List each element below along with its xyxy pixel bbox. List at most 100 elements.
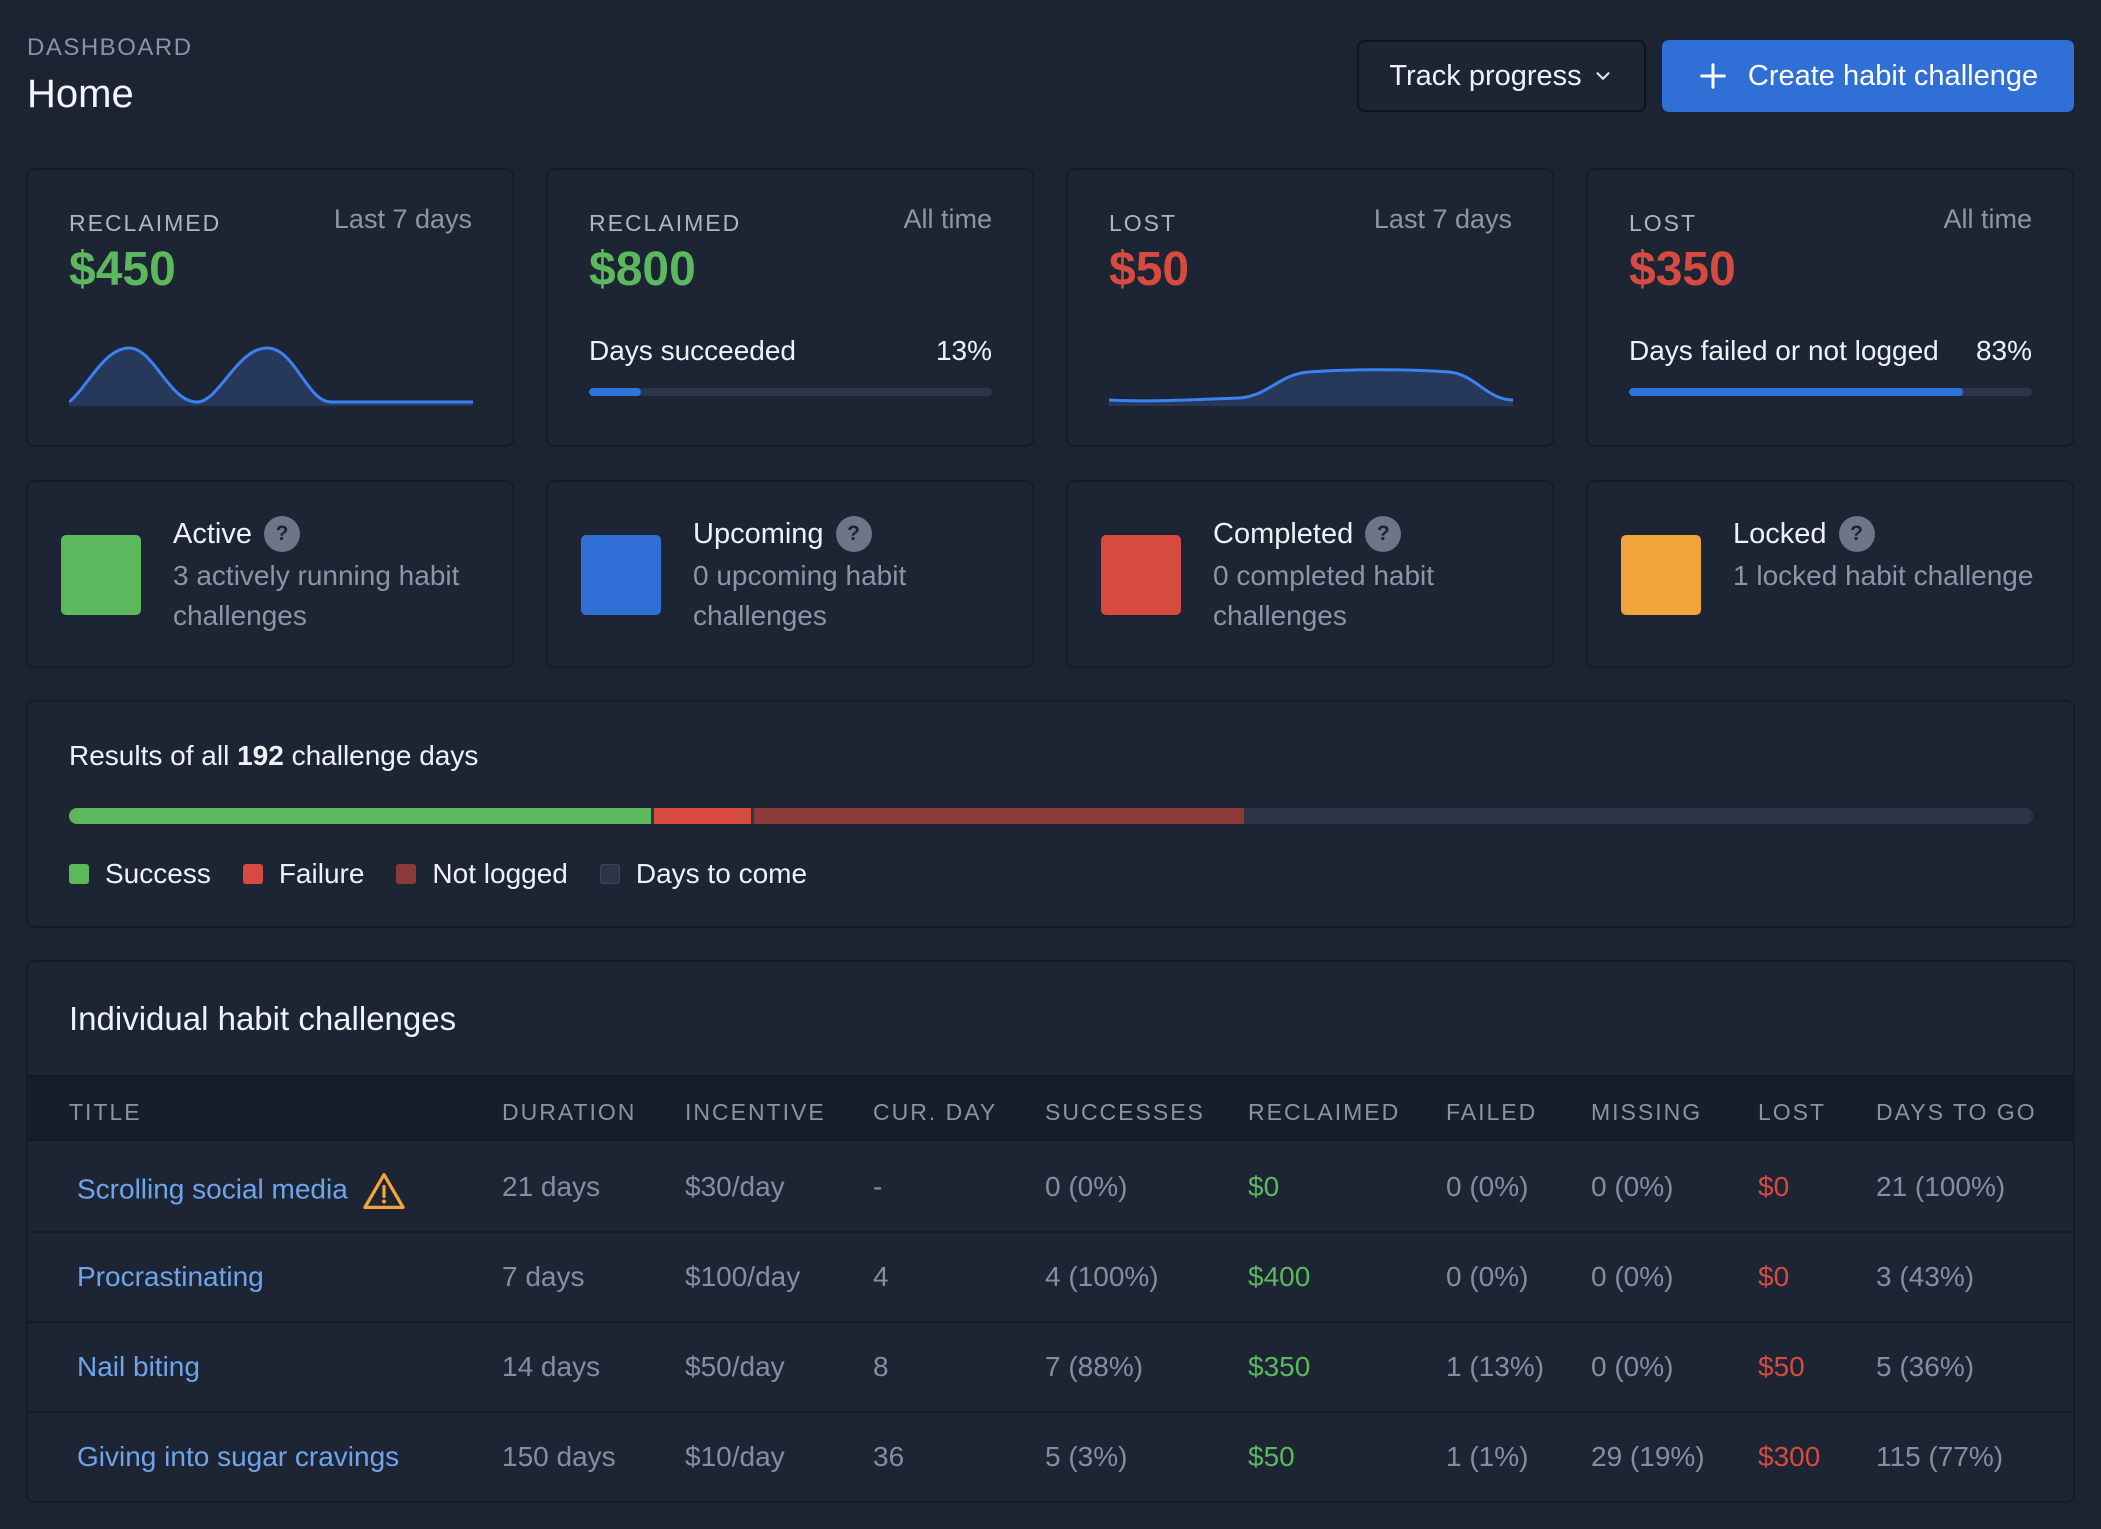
duration-cell: 21 days — [502, 1171, 601, 1202]
breadcrumb: DASHBOARD — [27, 34, 193, 61]
table-row[interactable]: Procrastinating 7 days $100/day 4 4 (100… — [28, 1233, 2073, 1323]
days-to-go-cell: 5 (36%) — [1876, 1351, 1975, 1382]
metric-label: RECLAIMED — [589, 210, 742, 236]
results-legend: Success Failure Not logged Days to come — [69, 858, 807, 890]
missing-cell: 0 (0%) — [1591, 1351, 1674, 1382]
days-to-go-cell: 115 (77%) — [1876, 1441, 2004, 1472]
incentive-cell: $50/day — [685, 1351, 785, 1382]
legend-item-not-logged: Not logged — [396, 858, 568, 890]
column-header-cur-day[interactable]: CUR. DAY — [873, 1099, 998, 1125]
legend-label: Success — [105, 858, 211, 889]
reclaimed-sparkline — [69, 346, 473, 406]
metric-period: Last 7 days — [333, 204, 472, 234]
table-row[interactable]: Scrolling social media 21 days $30/day -… — [28, 1143, 2073, 1233]
legend-swatch — [396, 864, 417, 884]
help-icon[interactable]: ? — [263, 516, 300, 552]
status-swatch — [1621, 535, 1701, 615]
legend-swatch — [242, 864, 263, 884]
segment-failure — [653, 808, 752, 824]
help-icon[interactable]: ? — [1365, 516, 1402, 552]
legend-label: Days to come — [635, 858, 808, 889]
metric-progress-row: Days failed or not logged 83% — [1629, 335, 2032, 367]
legend-swatch — [69, 864, 89, 884]
status-card-upcoming: Upcoming ? 0 upcoming habit challenges — [546, 480, 1034, 668]
reclaimed-cell: $400 — [1248, 1261, 1311, 1292]
status-title: Completed — [1213, 517, 1354, 550]
status-card-active: Active ? 3 actively running habit challe… — [26, 480, 514, 668]
table-row[interactable]: Nail biting 14 days $50/day 8 7 (88%) $3… — [28, 1323, 2073, 1413]
column-header-title[interactable]: TITLE — [69, 1099, 142, 1125]
metric-progress-label: Days failed or not logged — [1629, 335, 1939, 366]
failed-cell: 1 (13%) — [1446, 1351, 1545, 1382]
lost-cell: $0 — [1758, 1261, 1790, 1292]
results-stacked-bar — [69, 808, 2033, 824]
challenge-title-link[interactable]: Procrastinating — [77, 1261, 264, 1292]
metric-label: LOST — [1629, 210, 1698, 236]
column-header-successes[interactable]: SUCCESSES — [1045, 1099, 1205, 1125]
column-header-lost[interactable]: LOST — [1758, 1099, 1827, 1125]
metric-value: $450 — [69, 243, 176, 296]
column-header-incentive[interactable]: INCENTIVE — [685, 1099, 826, 1125]
successes-cell: 0 (0%) — [1045, 1171, 1128, 1202]
results-suffix: challenge days — [291, 740, 479, 771]
status-card-completed: Completed ? 0 completed habit challenges — [1066, 480, 1554, 668]
reclaimed-cell: $350 — [1248, 1351, 1311, 1382]
status-swatch — [1101, 535, 1181, 615]
column-header-days-to-go[interactable]: DAYS TO GO — [1876, 1099, 2037, 1125]
days-failed-progress-bar — [1629, 388, 2032, 396]
help-icon[interactable]: ? — [1838, 516, 1875, 552]
status-card-locked: Locked ? 1 locked habit challenge — [1586, 480, 2074, 668]
incentive-cell: $30/day — [685, 1171, 785, 1202]
progress-fill — [589, 388, 642, 396]
metric-card-lost-7d: LOST Last 7 days $50 — [1066, 168, 1554, 447]
results-prefix: Results of all — [69, 740, 230, 771]
legend-item-success: Success — [69, 858, 211, 890]
habit-challenges-table-card: Individual habit challenges TITLE DURATI… — [26, 960, 2075, 1503]
incentive-cell: $10/day — [685, 1441, 785, 1472]
metric-progress-label: Days succeeded — [589, 335, 797, 366]
segment-success — [69, 808, 651, 824]
page-title: Home — [27, 72, 134, 116]
status-title: Upcoming — [693, 517, 824, 550]
table-row[interactable]: Giving into sugar cravings 150 days $10/… — [28, 1413, 2073, 1501]
challenge-title[interactable]: Scrolling social media — [77, 1173, 348, 1205]
cur-day-cell: 36 — [873, 1441, 905, 1472]
failed-cell: 0 (0%) — [1446, 1171, 1529, 1202]
status-title: Locked — [1733, 517, 1827, 550]
status-swatch — [581, 535, 661, 615]
metric-progress-percent: 83% — [1975, 335, 2032, 366]
track-progress-button[interactable]: Track progress — [1357, 40, 1646, 112]
segment-days-to-come — [1247, 808, 2031, 824]
column-header-missing[interactable]: MISSING — [1591, 1099, 1703, 1125]
metric-progress-row: Days succeeded 13% — [589, 335, 992, 367]
cur-day-cell: 8 — [873, 1351, 889, 1382]
failed-cell: 0 (0%) — [1446, 1261, 1529, 1292]
status-description: 0 completed habit challenges — [1213, 560, 1435, 631]
column-header-failed[interactable]: FAILED — [1446, 1099, 1538, 1125]
lost-cell: $0 — [1758, 1171, 1790, 1202]
legend-item-days-to-come: Days to come — [599, 858, 808, 890]
days-to-go-cell: 3 (43%) — [1876, 1261, 1975, 1292]
missing-cell: 0 (0%) — [1591, 1261, 1674, 1292]
legend-label: Not logged — [432, 858, 568, 889]
help-icon[interactable]: ? — [835, 516, 872, 552]
metric-value: $800 — [589, 243, 696, 296]
results-card: Results of all 192 challenge days Succes… — [26, 700, 2075, 928]
column-header-duration[interactable]: DURATION — [502, 1099, 637, 1125]
metric-period: All time — [1943, 204, 2032, 234]
page-header: DASHBOARD Home — [27, 34, 193, 117]
status-description: 3 actively running habit challenges — [173, 560, 460, 631]
challenge-title-link[interactable]: Scrolling social media — [77, 1171, 406, 1211]
warning-icon — [363, 1173, 405, 1209]
metric-label: LOST — [1109, 210, 1178, 236]
challenge-title-link[interactable]: Giving into sugar cravings — [77, 1441, 400, 1472]
metric-value: $350 — [1629, 243, 1736, 296]
create-habit-challenge-button[interactable]: Create habit challenge — [1662, 40, 2074, 112]
lost-cell: $300 — [1758, 1441, 1821, 1472]
table-header: TITLE DURATION INCENTIVE CUR. DAY SUCCES… — [28, 1075, 2073, 1141]
days-to-go-cell: 21 (100%) — [1876, 1171, 2006, 1202]
status-description: 1 locked habit challenge — [1733, 560, 2034, 591]
plus-icon — [1700, 63, 1726, 89]
challenge-title-link[interactable]: Nail biting — [77, 1351, 200, 1382]
column-header-reclaimed[interactable]: RECLAIMED — [1248, 1099, 1401, 1125]
